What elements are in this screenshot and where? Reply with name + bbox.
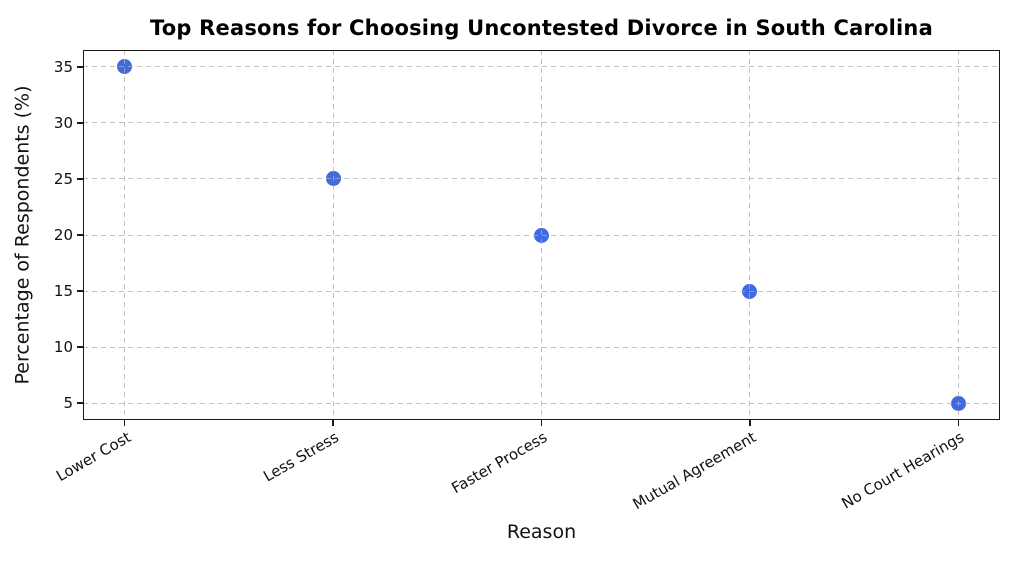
y-tick-label: 20 — [53, 226, 73, 244]
x-tick-label: No Court Hearings — [838, 428, 968, 513]
y-tick-label: 30 — [53, 113, 73, 132]
y-tick-mark — [76, 66, 83, 68]
y-tick-label: 25 — [53, 169, 73, 188]
y-tick-mark — [76, 178, 83, 180]
x-axis-label: Reason — [506, 521, 577, 543]
x-tick-mark — [749, 420, 751, 426]
gridline-vertical — [541, 50, 542, 420]
x-tick-label: Lower Cost — [52, 428, 134, 486]
x-tick-label: Less Stress — [260, 428, 343, 486]
y-tick-label: 10 — [53, 338, 73, 357]
y-tick-label: 5 — [63, 394, 73, 413]
y-tick-mark — [76, 234, 83, 236]
x-tick-mark — [332, 420, 334, 426]
x-tick-label: Mutual Agreement — [629, 428, 759, 514]
x-tick-label: Faster Process — [448, 428, 551, 498]
y-tick-mark — [76, 122, 83, 124]
y-tick-mark — [76, 346, 83, 348]
y-tick-label: 15 — [53, 282, 73, 301]
chart-title: Top Reasons for Choosing Uncontested Div… — [150, 16, 933, 40]
gridline-vertical — [332, 50, 334, 420]
y-tick-mark — [76, 290, 83, 292]
x-tick-mark — [957, 420, 959, 426]
x-tick-mark — [123, 420, 126, 426]
y-tick-label: 35 — [53, 57, 73, 76]
gridline-vertical — [957, 50, 959, 420]
gridline-vertical — [749, 50, 751, 420]
y-tick-mark — [76, 402, 83, 404]
gridline-vertical — [124, 50, 126, 420]
x-tick-mark — [540, 420, 543, 426]
